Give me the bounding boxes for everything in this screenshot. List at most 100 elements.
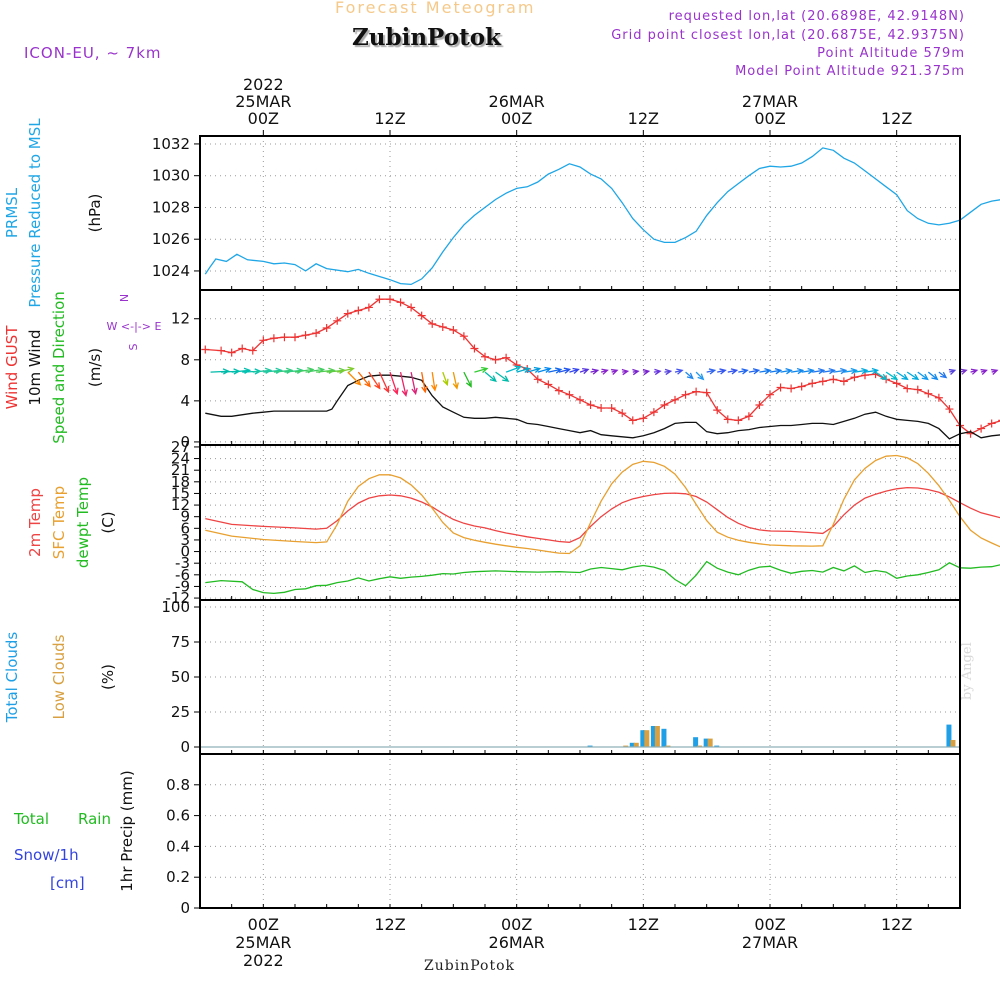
wind-arrow xyxy=(474,366,489,373)
gust-marker xyxy=(417,311,426,320)
model-name: ICON-EU, ~ 7km xyxy=(24,44,162,62)
y-tick-label-clouds: 25 xyxy=(171,703,190,721)
series-line-2m-temp xyxy=(205,486,1000,543)
wind-arrow xyxy=(812,367,826,375)
bottom-site-label: ZubinPotok xyxy=(424,958,516,974)
gust-marker xyxy=(977,424,986,433)
y-axis-label-wind: (m/s) xyxy=(86,348,104,387)
bottom-time-label: 27MAR xyxy=(742,933,798,952)
gust-marker xyxy=(744,412,753,421)
gust-marker xyxy=(217,346,226,355)
gust-marker xyxy=(660,400,669,409)
wind-arrow xyxy=(717,368,727,375)
gust-marker xyxy=(343,309,352,318)
wind-arrow xyxy=(505,365,522,373)
wind-arrow xyxy=(399,371,408,397)
wind-arrow xyxy=(664,368,673,376)
bottom-time-label: 26MAR xyxy=(489,933,545,952)
gust-marker xyxy=(628,416,637,425)
gust-marker xyxy=(449,326,458,335)
gust-marker xyxy=(787,384,796,393)
y-tick-label-temperature: 0 xyxy=(180,543,190,561)
wind-arrow xyxy=(801,367,815,375)
y-tick-label-temperature: 27 xyxy=(171,438,190,456)
wind-arrow xyxy=(769,368,783,375)
wind-arrow xyxy=(527,366,542,373)
panel-frame xyxy=(199,753,961,909)
bottom-time-label: 12Z xyxy=(881,915,912,934)
gust-marker xyxy=(554,386,563,395)
panel-clouds xyxy=(194,599,961,755)
wind-arrow xyxy=(590,368,600,375)
top-time-label: 2022 xyxy=(243,75,284,94)
gust-marker xyxy=(280,333,289,342)
y-tick-label-pressure: 1028 xyxy=(152,198,190,216)
panel-frame xyxy=(199,444,961,601)
gust-marker xyxy=(892,379,901,388)
wind-arrow xyxy=(337,366,355,373)
gust-marker xyxy=(396,298,405,307)
bar-low-clouds xyxy=(644,730,650,747)
y-tick-label-temperature: -3 xyxy=(175,554,190,572)
gust-marker xyxy=(649,408,658,417)
bottom-time-label: 25MAR xyxy=(235,933,291,952)
wind-arrow xyxy=(569,367,580,374)
legend-snow: Snow/1h xyxy=(14,846,79,864)
panel-precip xyxy=(194,753,961,909)
wind-arrow xyxy=(927,371,939,381)
wind-arrow xyxy=(252,367,273,375)
gust-marker xyxy=(491,355,500,364)
wind-arrow xyxy=(632,368,640,376)
y-tick-label-clouds: 50 xyxy=(171,668,190,686)
gust-marker xyxy=(576,395,584,404)
y-axis-label-pressure: (hPa) xyxy=(86,194,104,233)
wind-arrow xyxy=(484,371,497,383)
wind-arrow xyxy=(791,367,805,375)
y-tick-label-temperature: 21 xyxy=(171,461,190,479)
wind-arrow xyxy=(442,371,449,387)
y-tick-label-precip: 0.4 xyxy=(166,837,190,855)
panel-temperature xyxy=(194,444,1000,601)
wind-arrow xyxy=(378,371,390,394)
wind-arrow xyxy=(991,368,999,375)
wind-arrow xyxy=(854,367,869,375)
wind-arrow xyxy=(548,367,563,374)
gust-marker xyxy=(850,373,859,382)
bar-total-clouds xyxy=(661,728,667,747)
gust-marker xyxy=(322,323,331,332)
y-tick-label-precip: 0.6 xyxy=(166,807,190,825)
bottom-time-label: 2022 xyxy=(243,951,284,970)
wind-arrow xyxy=(537,366,552,373)
gust-marker xyxy=(364,303,373,312)
gust-marker xyxy=(945,405,954,414)
wind-arrow xyxy=(822,367,836,375)
panel-label-clouds: Low Clouds xyxy=(50,634,68,719)
gust-marker xyxy=(481,352,489,361)
gust-marker xyxy=(723,415,732,424)
wind-arrow xyxy=(970,368,979,375)
bar-total-clouds xyxy=(650,726,656,747)
gust-marker xyxy=(291,333,299,342)
gust-marker xyxy=(607,404,616,413)
top-time-label: 25MAR xyxy=(235,92,291,111)
bar-low-clouds xyxy=(697,745,703,747)
y-tick-label-pressure: 1024 xyxy=(152,262,190,280)
gust-marker xyxy=(386,295,394,304)
y-tick-label-temperature: 18 xyxy=(171,473,190,491)
panel-label-clouds: Total Clouds xyxy=(3,632,21,724)
top-time-label: 26MAR xyxy=(489,92,545,111)
gust-marker xyxy=(681,390,690,399)
bottom-time-label: 00Z xyxy=(248,915,279,934)
bar-low-clouds xyxy=(623,745,629,747)
y-tick-label-temperature: 3 xyxy=(180,531,190,549)
wind-arrow xyxy=(706,368,717,375)
wind-arrow xyxy=(780,368,793,375)
gust-marker xyxy=(808,379,817,388)
gust-marker xyxy=(797,382,806,391)
wind-arrow xyxy=(600,368,609,375)
gust-marker xyxy=(301,331,310,340)
wind-arrow xyxy=(284,367,304,375)
wind-arrow xyxy=(316,367,336,375)
wind-arrow xyxy=(516,366,531,373)
y-axis-label-temperature: (C) xyxy=(99,511,117,533)
